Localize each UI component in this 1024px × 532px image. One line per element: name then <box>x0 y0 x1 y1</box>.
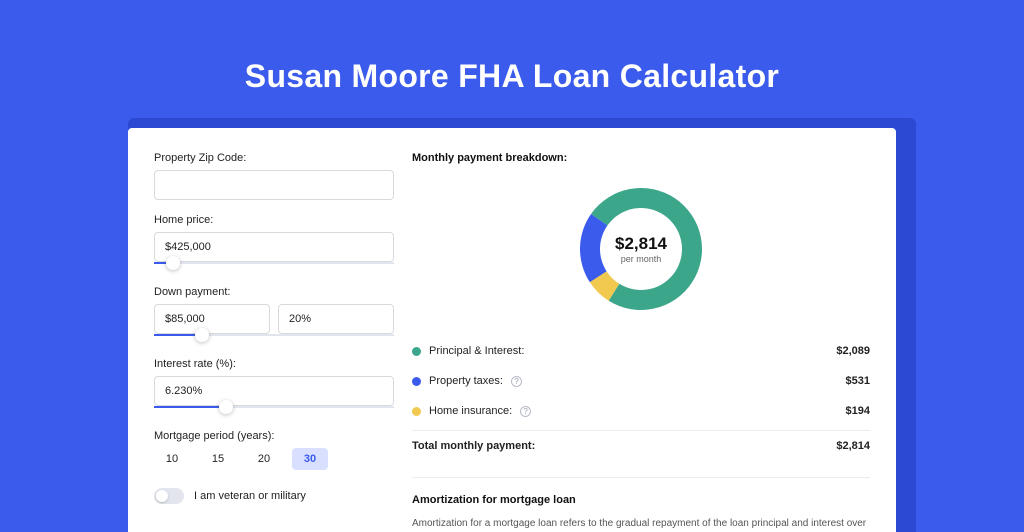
mortgage-period-option[interactable]: 20 <box>246 448 282 470</box>
veteran-toggle[interactable] <box>154 488 184 504</box>
down-payment-pct-input[interactable] <box>278 304 394 334</box>
legend-label: Principal & Interest: <box>429 345 524 357</box>
amortization-text: Amortization for a mortgage loan refers … <box>412 516 870 532</box>
mortgage-period-option[interactable]: 15 <box>200 448 236 470</box>
donut-area: $2,814 per month <box>412 174 870 324</box>
slider-thumb[interactable] <box>166 256 180 270</box>
page-header: Susan Moore FHA Loan Calculator <box>0 0 1024 95</box>
amortization-section: Amortization for mortgage loan Amortizat… <box>412 477 870 532</box>
mortgage-period-pills: 10 15 20 30 <box>154 448 394 470</box>
mortgage-period-label: Mortgage period (years): <box>154 430 394 442</box>
legend-total: Total monthly payment: $2,814 <box>412 430 870 461</box>
donut-amount: $2,814 <box>615 234 667 254</box>
page-title: Susan Moore FHA Loan Calculator <box>0 58 1024 95</box>
slider-thumb[interactable] <box>219 400 233 414</box>
legend-dot <box>412 347 421 356</box>
veteran-row: I am veteran or military <box>154 488 394 504</box>
mortgage-period-option[interactable]: 30 <box>292 448 328 470</box>
zip-label: Property Zip Code: <box>154 152 394 164</box>
breakdown-title: Monthly payment breakdown: <box>412 152 870 164</box>
form-panel: Property Zip Code: Home price: Down paym… <box>128 128 394 532</box>
legend-value: $2,089 <box>836 345 870 357</box>
veteran-label: I am veteran or military <box>194 490 306 502</box>
down-payment-input[interactable] <box>154 304 270 334</box>
legend-row: Principal & Interest: $2,089 <box>412 336 870 366</box>
amortization-title: Amortization for mortgage loan <box>412 494 870 506</box>
calculator-card: Property Zip Code: Home price: Down paym… <box>128 128 896 532</box>
interest-rate-group: Interest rate (%): <box>154 358 394 416</box>
down-payment-group: Down payment: <box>154 286 394 344</box>
mortgage-period-option[interactable]: 10 <box>154 448 190 470</box>
home-price-group: Home price: <box>154 214 394 272</box>
home-price-input[interactable] <box>154 232 394 262</box>
home-price-label: Home price: <box>154 214 394 226</box>
donut-slice <box>580 214 607 282</box>
info-icon[interactable]: ? <box>511 376 522 387</box>
interest-rate-input[interactable] <box>154 376 394 406</box>
donut-chart: $2,814 per month <box>580 188 702 310</box>
donut-center: $2,814 per month <box>615 234 667 264</box>
donut-sub: per month <box>615 254 667 264</box>
slider-thumb[interactable] <box>195 328 209 342</box>
interest-rate-label: Interest rate (%): <box>154 358 394 370</box>
legend-dot <box>412 407 421 416</box>
legend-value: $194 <box>846 405 870 417</box>
interest-rate-slider[interactable] <box>154 406 394 416</box>
legend-label: Home insurance: <box>429 405 512 417</box>
legend-row: Home insurance:? $194 <box>412 396 870 426</box>
legend-row: Property taxes:? $531 <box>412 366 870 396</box>
legend-label: Property taxes: <box>429 375 503 387</box>
down-payment-slider[interactable] <box>154 334 394 344</box>
total-value: $2,814 <box>836 440 870 452</box>
legend-value: $531 <box>846 375 870 387</box>
legend-dot <box>412 377 421 386</box>
breakdown-panel: Monthly payment breakdown: $2,814 per mo… <box>394 128 896 532</box>
info-icon[interactable]: ? <box>520 406 531 417</box>
zip-input[interactable] <box>154 170 394 200</box>
zip-group: Property Zip Code: <box>154 152 394 200</box>
total-label: Total monthly payment: <box>412 440 535 452</box>
mortgage-period-group: Mortgage period (years): 10 15 20 30 <box>154 430 394 470</box>
home-price-slider[interactable] <box>154 262 394 272</box>
legend: Principal & Interest: $2,089 Property taxe… <box>412 336 870 426</box>
down-payment-label: Down payment: <box>154 286 394 298</box>
